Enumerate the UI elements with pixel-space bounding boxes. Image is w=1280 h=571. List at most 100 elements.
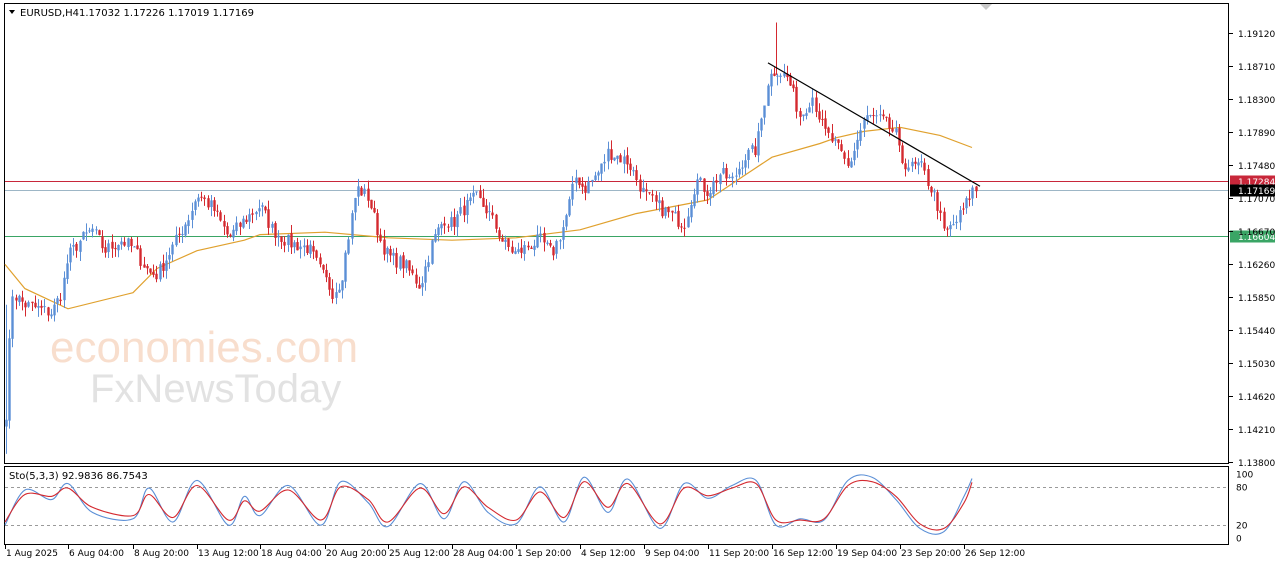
bear-candle	[245, 219, 248, 223]
bear-candle	[773, 73, 776, 76]
bear-candle	[111, 241, 114, 249]
time-tick-label: 28 Aug 04:00	[453, 549, 514, 559]
bull-candle	[85, 232, 88, 234]
bull-candle	[770, 73, 773, 87]
bear-candle	[370, 199, 373, 209]
bear-candle	[485, 205, 488, 214]
bear-candle	[818, 111, 821, 120]
stochastic-main-line	[4, 474, 973, 535]
bear-candle	[123, 241, 126, 246]
moving-average-line[interactable]	[4, 126, 973, 310]
ohlc-readout: 1.17032 1.17226 1.17019 1.17169	[79, 8, 254, 19]
bear-candle	[373, 207, 376, 213]
bear-candle	[331, 288, 334, 299]
bull-candle	[568, 199, 571, 216]
support-price-tag	[1230, 230, 1275, 243]
bear-candle	[491, 212, 494, 216]
bull-candle	[514, 251, 517, 254]
trendline-group[interactable]	[767, 62, 981, 187]
time-tick-label: 20 Aug 20:00	[326, 549, 387, 559]
price-tick-label: 1.16260	[1238, 261, 1275, 271]
bear-candle	[898, 128, 901, 146]
bull-candle	[18, 295, 21, 303]
bull-candle	[63, 277, 66, 301]
bull-candle	[72, 245, 75, 247]
stochastic-label: Sto(5,3,3) 92.9836 86.7543	[9, 471, 148, 482]
moving-average	[4, 126, 973, 310]
bull-candle	[920, 161, 923, 163]
bear-candle	[463, 205, 466, 216]
bull-candle	[728, 176, 731, 178]
bear-candle	[578, 177, 581, 186]
time-tick-label: 25 Aug 12:00	[389, 549, 450, 559]
bear-candle	[520, 247, 523, 253]
bear-candle	[283, 241, 286, 246]
bear-candle	[216, 210, 219, 212]
bull-candle	[235, 222, 238, 232]
price-tick-label: 1.15440	[1238, 327, 1275, 337]
bull-candle	[261, 205, 264, 207]
bear-candle	[635, 170, 638, 180]
bear-candle	[821, 118, 824, 120]
stochastic-signal-line	[4, 479, 973, 531]
bear-candle	[226, 226, 229, 235]
bull-candle	[955, 221, 958, 224]
bull-candle	[722, 168, 725, 174]
bull-candle	[642, 187, 645, 193]
bear-candle	[584, 185, 587, 193]
bear-candle	[21, 297, 24, 302]
bull-candle	[783, 72, 786, 77]
bull-candle	[248, 214, 251, 222]
bull-candle	[571, 183, 574, 200]
bear-candle	[152, 271, 155, 275]
bear-candle	[239, 222, 242, 227]
bear-candle	[891, 128, 894, 132]
bull-candle	[50, 314, 53, 317]
bull-candle	[117, 244, 120, 251]
stochastic-indicator: 100 80 20 0	[4, 471, 1253, 545]
bear-candle	[498, 230, 501, 238]
bull-candle	[575, 177, 578, 184]
bear-candle	[581, 183, 584, 187]
bull-candle	[165, 260, 168, 271]
bear-candle	[872, 115, 875, 117]
bull-candle	[933, 191, 936, 193]
bear-candle	[923, 162, 926, 171]
bear-candle	[418, 284, 421, 289]
bull-candle	[335, 292, 338, 298]
bull-candle	[664, 207, 667, 216]
bull-candle	[472, 192, 475, 197]
bull-candle	[591, 179, 594, 182]
symbol-dropdown-arrow-icon[interactable]	[9, 10, 15, 14]
bear-candle	[306, 245, 309, 254]
time-tick-label: 18 Aug 04:00	[261, 549, 322, 559]
bear-candle	[706, 191, 709, 196]
bear-candle	[543, 232, 546, 243]
scroll-marker-icon[interactable]	[980, 4, 992, 10]
bear-candle	[815, 97, 818, 112]
bull-candle	[834, 139, 837, 141]
bull-candle	[287, 234, 290, 245]
bear-candle	[914, 161, 917, 164]
bull-candle	[687, 216, 690, 228]
bear-candle	[264, 206, 267, 211]
bear-candle	[827, 127, 830, 133]
bull-candle	[875, 115, 878, 117]
time-tick-label: 9 Sep 04:00	[645, 549, 700, 559]
bear-candle	[101, 236, 104, 249]
bear-candle	[75, 243, 78, 251]
price-tick-label: 1.17480	[1238, 162, 1275, 172]
bull-candle	[171, 244, 174, 255]
bull-candle	[475, 191, 478, 193]
bear-candle	[280, 236, 283, 242]
bear-candle	[408, 260, 411, 271]
support-price-tag-label: 1.16604	[1238, 233, 1275, 243]
bear-candle	[792, 84, 795, 89]
resistance-trendline[interactable]	[767, 62, 981, 187]
bull-candle	[399, 256, 402, 269]
bull-candle	[808, 107, 811, 113]
bear-candle	[319, 257, 322, 265]
bear-candle	[939, 210, 942, 213]
